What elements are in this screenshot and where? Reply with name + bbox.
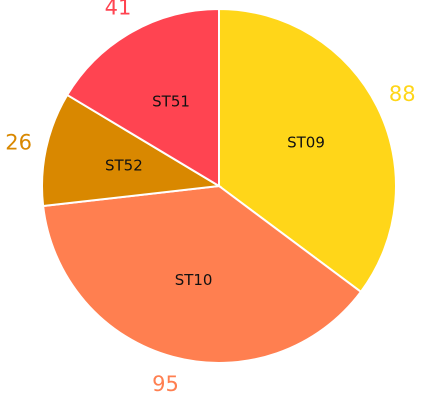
slice-label-st10: ST10	[175, 271, 213, 289]
slice-labels: ST09 ST10 ST52 ST51	[105, 92, 325, 289]
slice-label-st09: ST09	[287, 133, 325, 151]
value-label-st10: 95	[152, 372, 179, 396]
value-label-st09: 88	[389, 82, 416, 106]
slice-label-st51: ST51	[152, 92, 190, 110]
pie-slice-st51	[65, 7, 220, 188]
pie-slice-st10	[42, 184, 363, 364]
value-label-st52: 26	[5, 131, 32, 155]
pie-slice-st09	[218, 7, 397, 294]
value-labels: 88 95 26 41	[5, 0, 415, 396]
value-label-st51: 41	[105, 0, 132, 20]
pie-slices	[41, 7, 397, 364]
slice-label-st52: ST52	[105, 156, 143, 174]
pie-slice-st52	[41, 93, 223, 208]
